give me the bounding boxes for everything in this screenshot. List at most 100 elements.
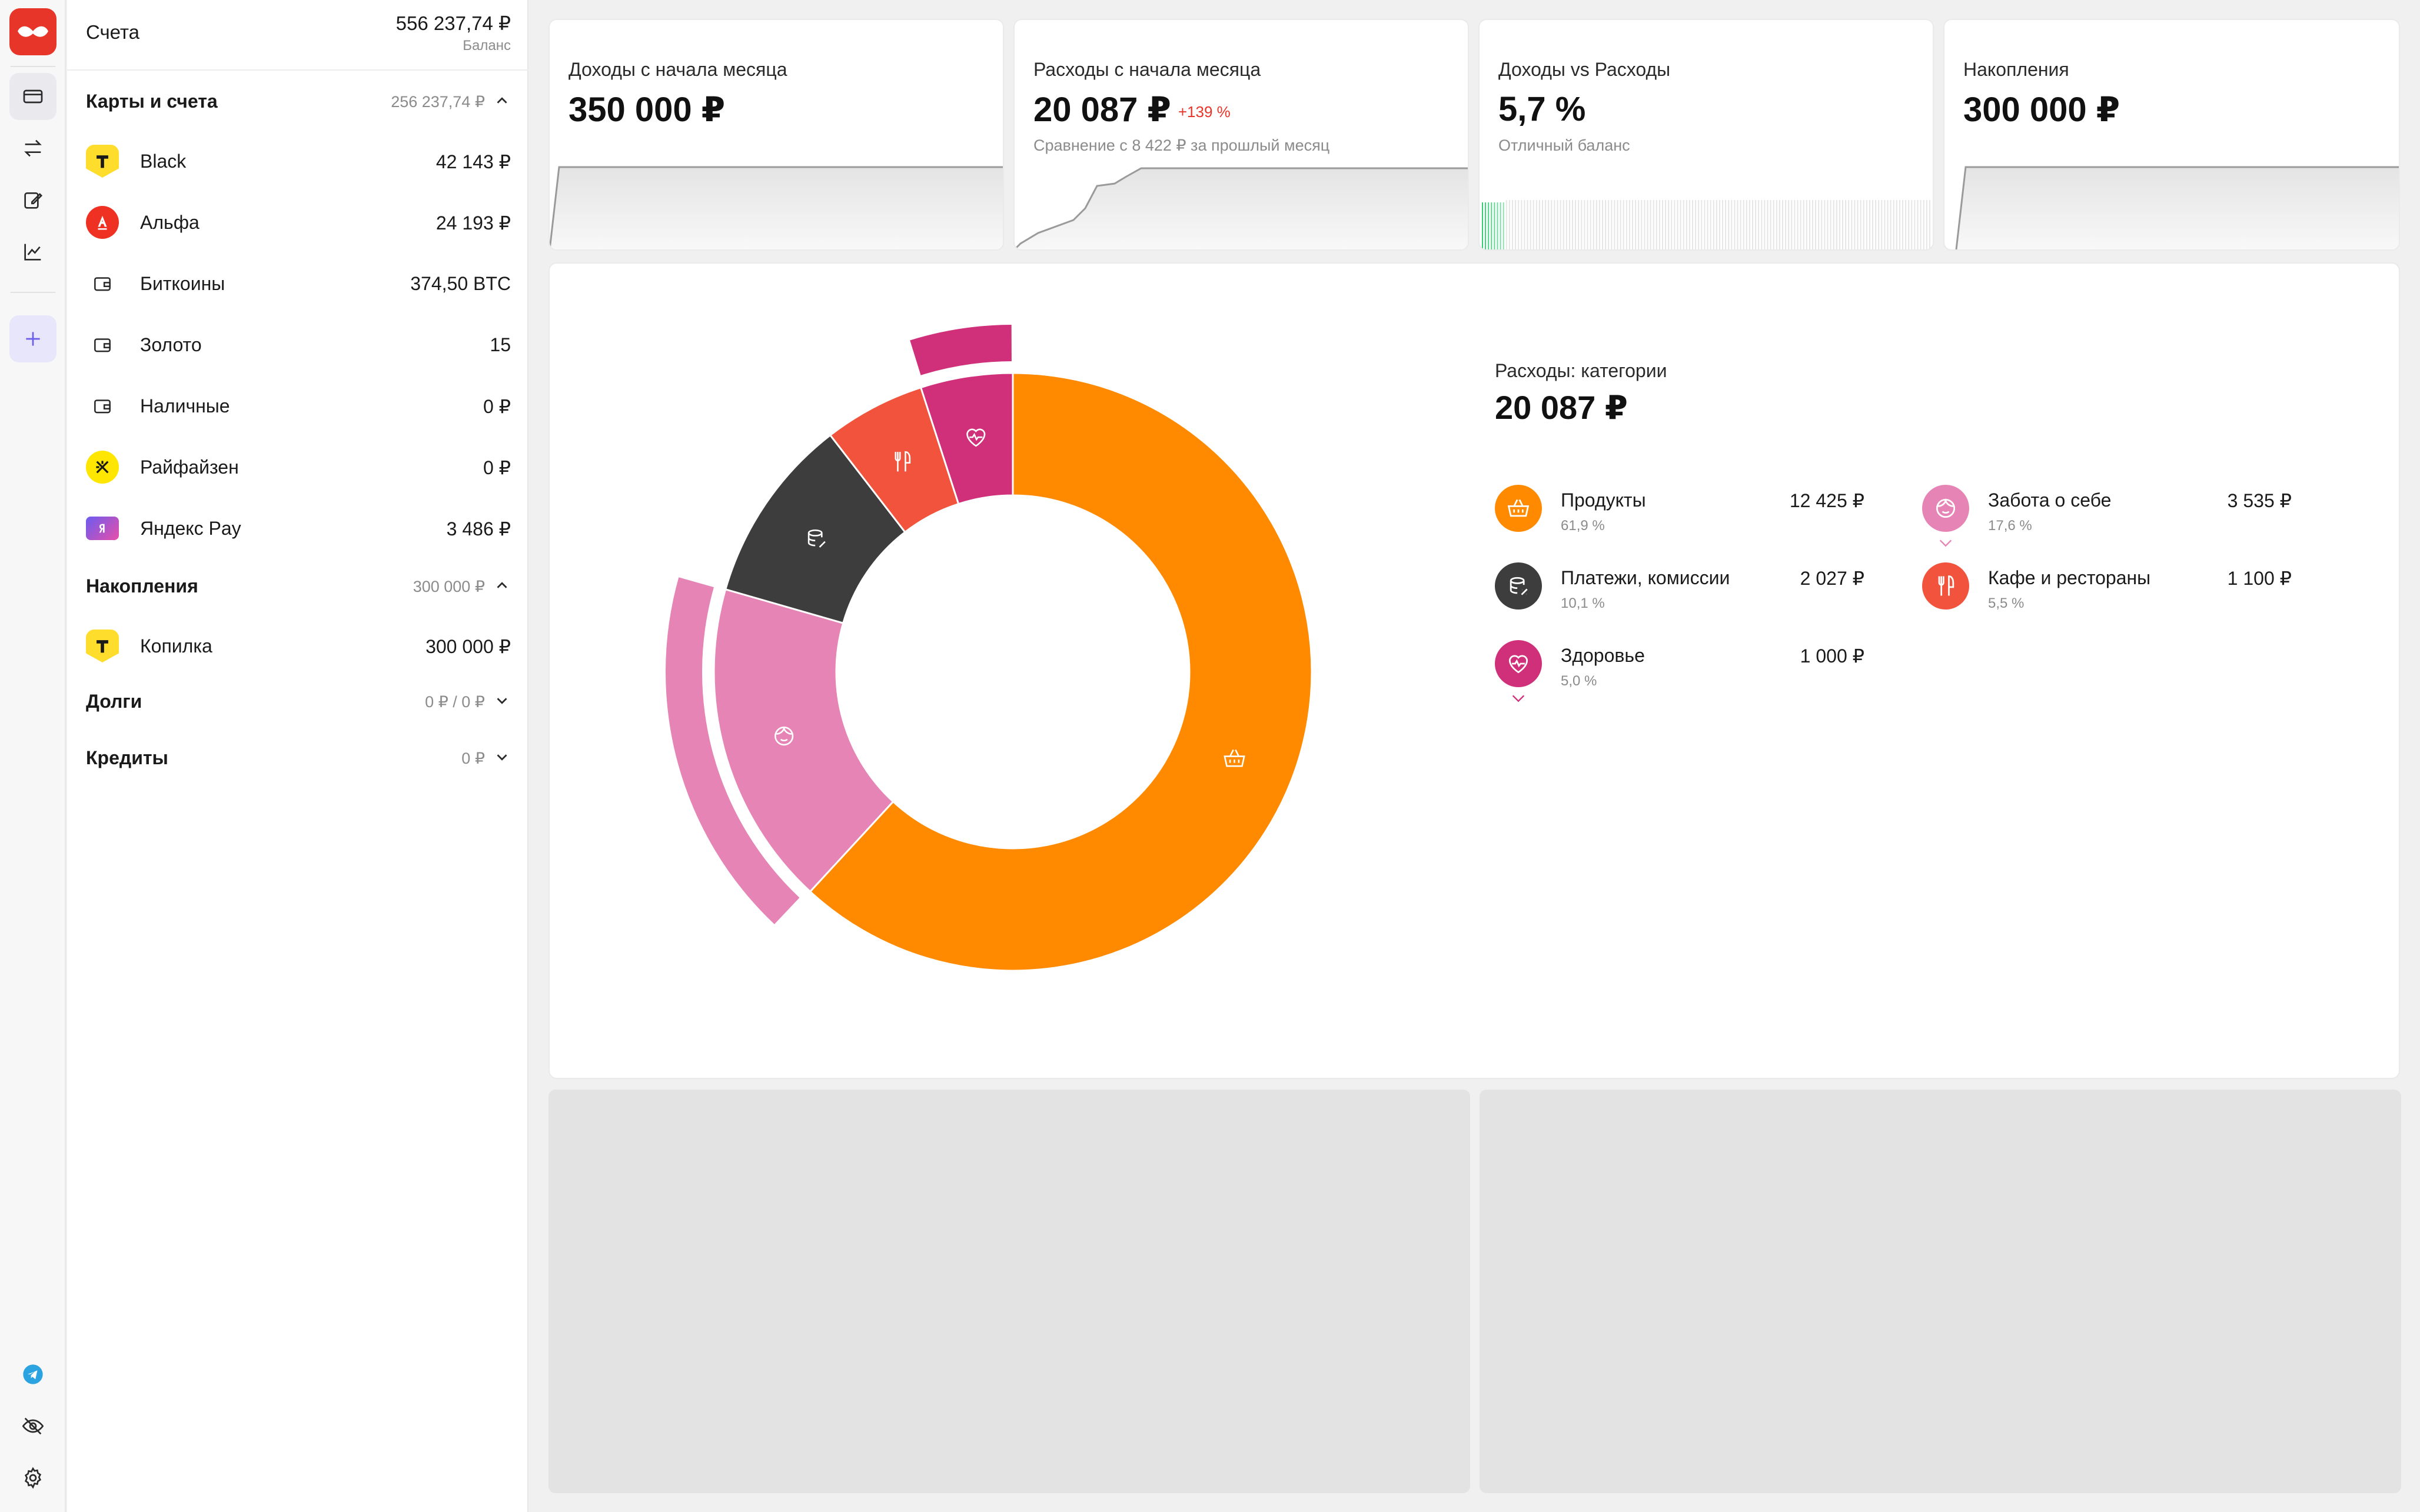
income-card[interactable]: Доходы с начала месяца 350 000 ₽	[549, 19, 1004, 251]
ratio-bar	[1598, 200, 1600, 249]
ratio-bar	[1851, 200, 1853, 249]
group-credits[interactable]: Кредиты 0 ₽	[86, 740, 511, 775]
ratio-bar	[1677, 200, 1678, 249]
donut-slice-5[interactable]	[919, 372, 1014, 505]
ratio-bar	[1572, 200, 1573, 249]
group-debts-value: 0 ₽ / 0 ₽	[425, 693, 485, 711]
ratio-bar	[1748, 200, 1750, 249]
ratio-bar	[1734, 200, 1736, 249]
edit-nav-icon[interactable]	[9, 176, 56, 224]
gear-icon[interactable]	[9, 1454, 56, 1501]
group-debts[interactable]: Долги 0 ₽ / 0 ₽	[86, 684, 511, 719]
basket-icon	[1224, 749, 1245, 767]
legend-item[interactable]: Кафе и рестораны 5,5 % 1 100 ₽	[1922, 562, 2292, 627]
account-row[interactable]: Золото 15	[86, 320, 511, 367]
accounts-nav-icon[interactable]	[9, 73, 56, 120]
ratio-bar	[1737, 200, 1738, 249]
ratio-card[interactable]: Доходы vs Расходы 5,7 % Отличный баланс	[1478, 19, 1934, 251]
categories-total: 20 087 ₽	[1495, 389, 1628, 426]
telegram-icon[interactable]	[9, 1351, 56, 1398]
ratio-bar	[1623, 200, 1624, 249]
transfers-nav-icon[interactable]	[9, 125, 56, 172]
sidebar-header: Счета 556 237,74 ₽ Баланс	[67, 0, 528, 71]
legend-item[interactable]: Здоровье 5,0 % 1 000 ₽	[1495, 640, 1864, 705]
expenses-card-title: Расходы с начала месяца	[1033, 59, 1261, 80]
ratio-bar	[1812, 200, 1813, 249]
account-value: 42 143 ₽	[436, 151, 511, 172]
ratio-bar	[1842, 200, 1843, 249]
ratio-bar	[1683, 200, 1684, 249]
ratio-bar	[1887, 200, 1889, 249]
chevron-down-icon[interactable]	[493, 748, 511, 766]
legend-value: 2 027 ₽	[1800, 568, 1864, 589]
account-value: 15	[490, 334, 511, 355]
basket-icon	[1495, 485, 1542, 532]
add-button[interactable]	[9, 315, 56, 362]
account-row[interactable]: Яндекс Pay 3 486 ₽	[86, 504, 511, 551]
ratio-bar	[1911, 200, 1913, 249]
ratio-bar	[1920, 200, 1922, 249]
ratio-bar	[1548, 200, 1550, 249]
account-row[interactable]: Наличные 0 ₽	[86, 381, 511, 428]
income-sparkline	[550, 166, 1003, 249]
ratio-bar	[1650, 200, 1651, 249]
ratio-bar	[1815, 200, 1817, 249]
ratio-bar	[1533, 200, 1534, 249]
ratio-bar	[1830, 200, 1831, 249]
ratio-bar	[1866, 200, 1867, 249]
donut-slice-1[interactable]	[809, 372, 1313, 972]
chevron-down-icon[interactable]	[1937, 538, 1954, 548]
nav-rail	[0, 0, 66, 1512]
group-cards[interactable]: Карты и счета 256 237,74 ₽	[86, 84, 511, 119]
ratio-bar	[1728, 200, 1730, 249]
ratio-bar	[1797, 200, 1799, 249]
chevron-down-icon[interactable]	[493, 692, 511, 710]
donut-outer-ring-5[interactable]	[910, 325, 1012, 375]
account-row[interactable]: Биткоины 374,50 BTC	[86, 259, 511, 306]
ratio-bar	[1875, 200, 1877, 249]
account-name: Альфа	[140, 212, 200, 233]
ratio-bar	[1773, 200, 1774, 249]
group-cards-label: Карты и счета	[86, 91, 218, 112]
ratio-bar	[1497, 202, 1498, 249]
ratio-bar	[1698, 200, 1700, 249]
ratio-bar	[1686, 200, 1687, 249]
heart-pulse-icon	[966, 428, 986, 447]
ratio-bar	[1857, 200, 1859, 249]
ratio-bar	[1800, 200, 1801, 249]
donut-outer-ring-2[interactable]	[666, 577, 800, 924]
analytics-nav-icon[interactable]	[9, 228, 56, 275]
ratio-bar	[1491, 202, 1492, 249]
donut-slice-2[interactable]	[713, 588, 895, 893]
app-logo-icon[interactable]	[9, 8, 56, 55]
ratio-bar	[1644, 200, 1646, 249]
ratio-bar	[1881, 200, 1883, 249]
hide-balance-icon[interactable]	[9, 1403, 56, 1450]
ratio-bar	[1833, 200, 1834, 249]
ratio-bar	[1890, 200, 1892, 249]
expenses-card[interactable]: Расходы с начала месяца 20 087 ₽ +139 % С…	[1013, 19, 1469, 251]
ratio-bar	[1638, 200, 1640, 249]
ratio-bar	[1560, 200, 1561, 249]
account-row[interactable]: Райфайзен 0 ₽	[86, 442, 511, 489]
ratio-bar	[1779, 200, 1780, 249]
legend-item[interactable]: Забота о себе 17,6 % 3 535 ₽	[1922, 485, 2292, 549]
expenses-card-amount: 20 087 ₽	[1033, 91, 1171, 129]
chevron-up-icon[interactable]	[493, 92, 511, 109]
account-row[interactable]: Black 42 143 ₽	[86, 136, 511, 184]
legend-item[interactable]: Платежи, комиссии 10,1 % 2 027 ₽	[1495, 562, 1864, 627]
savings-card[interactable]: Накопления 300 000 ₽	[1943, 19, 2400, 251]
account-row[interactable]: Альфа 24 193 ₽	[86, 198, 511, 245]
ratio-bar	[1665, 200, 1667, 249]
account-row[interactable]: Копилка 300 000 ₽	[86, 621, 511, 668]
account-value: 0 ₽	[483, 396, 511, 417]
ratio-bar	[1770, 200, 1771, 249]
ratio-bar	[1785, 200, 1787, 249]
chevron-up-icon[interactable]	[493, 577, 511, 594]
legend-item[interactable]: Продукты 61,9 % 12 425 ₽	[1495, 485, 1864, 549]
group-savings[interactable]: Накопления 300 000 ₽	[86, 568, 511, 604]
ratio-bar	[1836, 200, 1837, 249]
chevron-down-icon[interactable]	[1510, 693, 1527, 704]
legend-name: Продукты	[1561, 489, 1646, 511]
account-name: Black	[140, 151, 187, 172]
